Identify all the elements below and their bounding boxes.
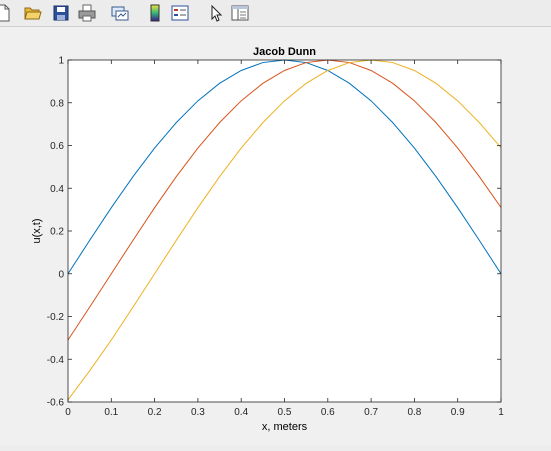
chart-title: Jacob Dunn xyxy=(253,46,316,58)
y-tick-label: 0.2 xyxy=(50,227,64,238)
x-tick-label: 0.1 xyxy=(104,407,118,418)
insert-legend-icon[interactable] xyxy=(171,4,189,22)
y-tick-label: 1 xyxy=(58,56,64,67)
series-line-3[interactable] xyxy=(67,59,502,401)
y-tick-label: 0 xyxy=(58,269,64,280)
x-tick-label: 0.6 xyxy=(321,407,335,418)
edit-plot-pointer-icon[interactable] xyxy=(208,4,226,22)
new-figure-icon[interactable] xyxy=(0,4,12,22)
series-line-2[interactable] xyxy=(67,59,502,341)
x-axis-label: x, meters xyxy=(262,421,308,433)
insert-colorbar-icon[interactable] xyxy=(146,4,164,22)
figure-canvas: 0 0.1 0.2 0.3 0.4 0.5 0.6 0.7 0.8 0.9 1 -0.6 -0.4 -0.… xyxy=(0,27,551,446)
print-icon[interactable] xyxy=(78,4,96,22)
y-tick-label: 0.4 xyxy=(50,184,64,195)
line-chart[interactable]: 0 0.1 0.2 0.3 0.4 0.5 0.6 0.7 0.8 0.9 1 -0.6 -0.4 -0.… xyxy=(0,27,551,446)
link-plot-icon[interactable] xyxy=(111,4,129,22)
y-axis-label: u(x,t) xyxy=(31,218,43,243)
x-tick-label: 1 xyxy=(498,407,504,418)
figure-toolbar xyxy=(0,0,551,27)
open-file-icon[interactable] xyxy=(24,4,42,22)
save-icon[interactable] xyxy=(52,4,70,22)
y-tick-label: -0.6 xyxy=(47,398,65,409)
x-tick-label: 0.2 xyxy=(148,407,162,418)
x-tick-label: 0.9 xyxy=(451,407,465,418)
x-tick-label: 0.7 xyxy=(364,407,378,418)
x-tick-label: 0 xyxy=(65,407,71,418)
y-tick-label: 0.6 xyxy=(50,141,64,152)
y-tick-label: -0.2 xyxy=(47,312,65,323)
y-tick-label: 0.8 xyxy=(50,98,64,109)
x-tick-label: 0.3 xyxy=(191,407,205,418)
property-inspector-icon[interactable] xyxy=(231,4,249,22)
x-tick-label: 0.8 xyxy=(407,407,421,418)
y-tick-label: -0.4 xyxy=(47,355,65,366)
x-tick-label: 0.5 xyxy=(278,407,292,418)
plot-area xyxy=(68,60,501,402)
x-tick-label: 0.4 xyxy=(234,407,248,418)
